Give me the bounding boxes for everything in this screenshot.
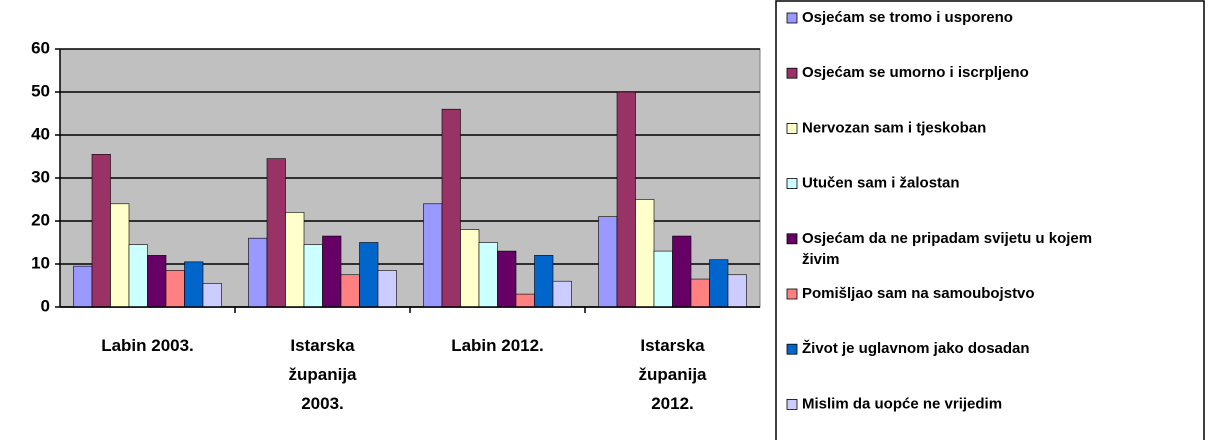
x-tick-label: Istarska županija 2012. bbox=[638, 336, 707, 413]
legend-swatch bbox=[786, 67, 798, 79]
bar bbox=[91, 154, 111, 308]
bar bbox=[423, 203, 443, 308]
legend-label: Utučen sam i žalostan bbox=[802, 175, 960, 192]
legend-swatch bbox=[786, 12, 798, 24]
y-tick-label: 20 bbox=[31, 210, 50, 229]
bar bbox=[165, 270, 185, 308]
x-tick-label: Labin 2003. bbox=[101, 336, 194, 355]
legend-swatch bbox=[786, 123, 798, 134]
bar bbox=[266, 158, 286, 308]
bar bbox=[322, 235, 342, 308]
y-tick-label: 50 bbox=[31, 81, 50, 100]
bar bbox=[598, 216, 618, 308]
bar bbox=[128, 244, 148, 308]
bar bbox=[534, 255, 554, 308]
legend-label: Osjećam da ne pripadam svijetu u kojem ži… bbox=[802, 230, 1092, 268]
bar bbox=[184, 261, 204, 308]
legend-swatch bbox=[786, 233, 798, 245]
bar bbox=[460, 229, 480, 308]
bar bbox=[478, 242, 498, 308]
bar bbox=[515, 293, 535, 308]
y-tick-label: 60 bbox=[31, 38, 50, 57]
bar bbox=[110, 203, 130, 308]
bar bbox=[359, 242, 379, 308]
bar bbox=[202, 283, 222, 308]
bar bbox=[377, 270, 397, 308]
bar bbox=[73, 265, 93, 308]
bar bbox=[248, 237, 268, 308]
bar bbox=[672, 235, 692, 308]
bar bbox=[616, 91, 636, 308]
bar bbox=[552, 280, 572, 308]
bar bbox=[147, 255, 167, 308]
x-tick-label: Labin 2012. bbox=[451, 336, 544, 355]
x-tick-label: Istarska županija 2003. bbox=[288, 336, 357, 413]
bar bbox=[497, 250, 517, 308]
legend-swatch bbox=[786, 178, 798, 190]
legend-label: Osjećam se tromo i usporeno bbox=[802, 9, 1013, 26]
y-tick-label: 40 bbox=[31, 124, 50, 143]
bar bbox=[285, 212, 305, 308]
bar bbox=[690, 278, 710, 308]
y-tick-label: 0 bbox=[41, 296, 50, 315]
y-tick-label: 10 bbox=[31, 253, 50, 272]
legend-box bbox=[775, 0, 1205, 440]
legend-swatch bbox=[786, 343, 798, 355]
bar bbox=[340, 274, 360, 308]
legend-label: Nervozan sam i tjeskoban bbox=[802, 119, 986, 136]
bar bbox=[727, 274, 747, 308]
y-tick-label: 30 bbox=[31, 167, 50, 186]
legend-swatch bbox=[786, 288, 798, 300]
legend-label: Osjećam se umorno i iscrpljeno bbox=[802, 64, 1029, 81]
legend-label: Život je uglavnom jako dosadan bbox=[802, 339, 1030, 357]
bar bbox=[653, 250, 673, 308]
bar bbox=[441, 108, 461, 308]
legend-label: Pomišljao sam na samoubojstvo bbox=[802, 285, 1035, 302]
legend-label: Mislim da uopće ne vrijedim bbox=[802, 395, 1002, 412]
bar bbox=[709, 259, 729, 308]
legend-swatch bbox=[786, 398, 798, 410]
bar bbox=[303, 244, 323, 308]
bar bbox=[635, 199, 655, 308]
